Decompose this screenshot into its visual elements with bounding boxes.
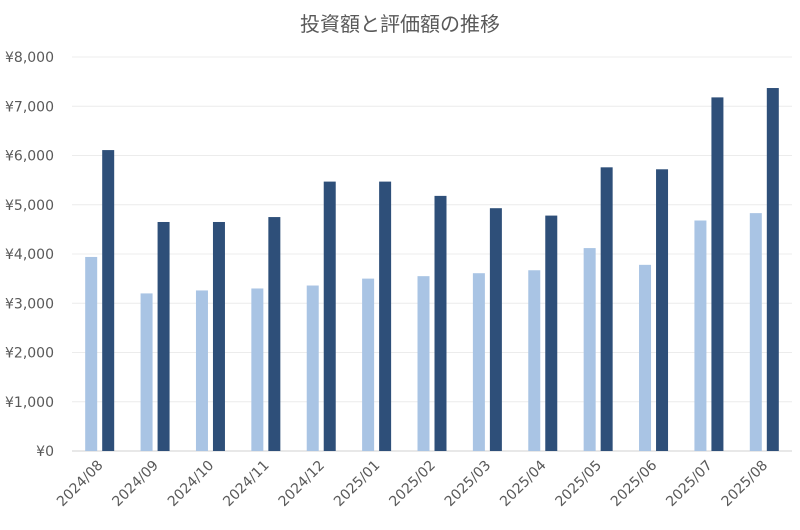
y-tick-label: ¥1,000 (5, 395, 54, 411)
bar-series-2 (212, 221, 225, 451)
x-tick-label: 2025/08 (719, 458, 771, 510)
bar-series-2 (323, 181, 336, 452)
y-tick-label: ¥6,000 (5, 149, 54, 165)
y-tick-label: ¥8,000 (5, 50, 54, 66)
y-tick-label: ¥5,000 (5, 198, 54, 214)
x-tick-label: 2025/06 (608, 457, 661, 510)
bar-series-1 (694, 220, 707, 451)
x-tick-label: 2024/11 (220, 458, 272, 510)
x-tick-label: 2024/12 (276, 458, 328, 510)
bar-series-2 (545, 215, 558, 451)
bar-series-2 (157, 221, 170, 451)
bar-series-2 (268, 217, 281, 451)
bar-series-1 (362, 278, 375, 451)
bar-series-2 (656, 169, 669, 452)
bar-series-1 (417, 276, 430, 451)
y-tick-label: ¥4,000 (5, 247, 54, 263)
x-tick-label: 2025/04 (497, 457, 550, 510)
bar-series-1 (85, 256, 98, 451)
bar-series-1 (749, 213, 762, 451)
bar-series-1 (140, 293, 153, 451)
chart-title: 投資額と評価額の推移 (300, 12, 500, 36)
y-tick-label: ¥0 (36, 444, 54, 460)
bar-series-1 (528, 270, 541, 451)
bar-series-1 (472, 273, 485, 451)
x-tick-label: 2025/02 (386, 458, 438, 510)
x-tick-label: 2024/08 (54, 458, 106, 510)
bar-series-1 (251, 288, 264, 451)
bar-series-1 (639, 264, 652, 451)
y-tick-label: ¥7,000 (5, 99, 54, 115)
bar-series-2 (711, 97, 724, 451)
x-tick-label: 2024/09 (109, 458, 161, 510)
bar-series-1 (306, 285, 319, 451)
bar-series-2 (489, 208, 502, 451)
bar-series-2 (434, 195, 447, 451)
bar-series-2 (766, 88, 779, 451)
x-tick-label: 2024/10 (165, 458, 217, 510)
bar-series-2 (102, 150, 115, 451)
x-tick-label: 2025/07 (663, 458, 715, 510)
y-tick-label: ¥2,000 (5, 346, 54, 362)
bar-series-1 (195, 290, 208, 451)
y-tick-label: ¥3,000 (5, 296, 54, 312)
bar-series-2 (379, 181, 392, 452)
x-tick-label: 2025/01 (331, 458, 383, 510)
bar-series-1 (583, 248, 596, 451)
x-tick-label: 2025/05 (553, 458, 605, 510)
bar-series-2 (600, 167, 613, 451)
x-tick-label: 2025/03 (442, 458, 494, 510)
